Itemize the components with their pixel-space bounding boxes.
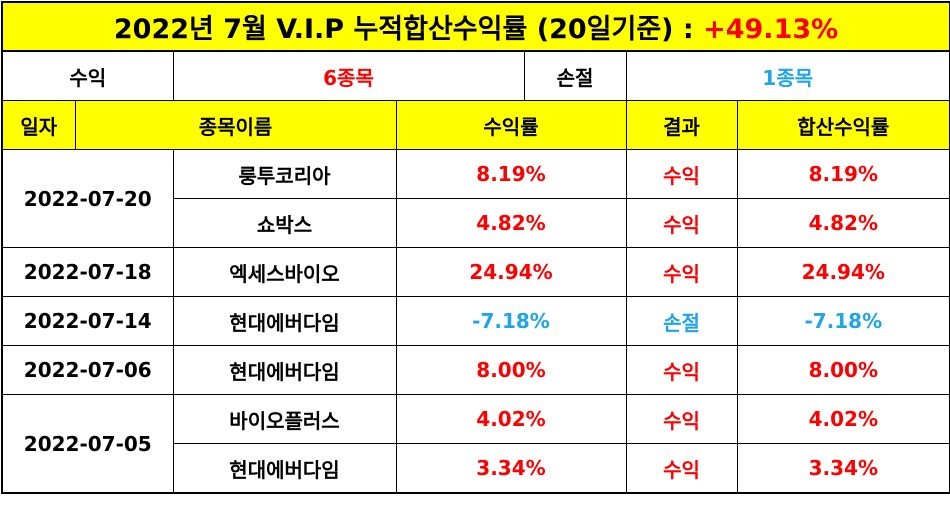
row-date: 2022-07-14	[1, 296, 174, 346]
row-return: 8.00%	[395, 345, 627, 395]
profit-label: 수익	[1, 50, 174, 101]
row-cumulative: 4.02%	[736, 394, 950, 444]
summary-row: 수익 6종목 손절 1종목	[1, 50, 950, 101]
row-stock-name: 현대에버다임	[172, 296, 397, 346]
row-date: 2022-07-05	[1, 394, 174, 494]
row-stock-name: 쇼박스	[172, 198, 397, 248]
header-date: 일자	[1, 100, 76, 150]
total-return: +49.13%	[703, 14, 839, 45]
row-return: 24.94%	[395, 247, 627, 297]
row-cumulative: 8.00%	[736, 345, 950, 395]
table-row: 2022-07-20 룽투코리아 8.19% 수익 8.19%	[1, 149, 950, 248]
row-result: 수익	[625, 247, 738, 297]
row-return: -7.18%	[395, 296, 627, 346]
row-result: 수익	[625, 345, 738, 395]
header-result: 결과	[625, 100, 738, 150]
row-result: 수익	[625, 394, 738, 444]
row-return: 3.34%	[395, 443, 627, 494]
table-row: 2022-07-05 바이오플러스 4.02% 수익 4.02%	[1, 394, 950, 494]
row-cumulative: 4.82%	[736, 198, 950, 248]
loss-label: 손절	[523, 50, 627, 101]
row-return: 4.82%	[395, 198, 627, 248]
header-row: 일자 종목이름 수익률 결과 합산수익률	[1, 100, 950, 150]
row-stock-name: 현대에버다임	[172, 443, 397, 494]
row-cumulative: 24.94%	[736, 247, 950, 297]
table-row: 2022-07-14 현대에버다임 -7.18% 손절 -7.18%	[1, 296, 950, 346]
row-result: 손절	[625, 296, 738, 346]
row-cumulative: 3.34%	[736, 443, 950, 494]
header-name: 종목이름	[74, 100, 397, 150]
row-result: 수익	[625, 198, 738, 248]
title-text: 2022년 7월 V.I.P 누적합산수익률 (20일기준) :	[113, 14, 704, 45]
title-row: 2022년 7월 V.I.P 누적합산수익률 (20일기준) : +49.13%	[0, 1, 950, 52]
row-result: 수익	[625, 149, 738, 199]
header-return: 수익률	[395, 100, 627, 150]
table-row: 현대에버다임 3.34% 수익 3.34%	[2, 443, 950, 494]
row-date: 2022-07-06	[1, 345, 174, 395]
row-return: 4.02%	[395, 394, 627, 444]
row-return: 8.19%	[395, 149, 627, 199]
table-row: 2022-07-06 현대에버다임 8.00% 수익 8.00%	[1, 345, 950, 395]
row-stock-name: 룽투코리아	[172, 149, 397, 199]
row-stock-name: 현대에버다임	[172, 345, 397, 395]
row-result: 수익	[625, 443, 738, 494]
loss-count: 1종목	[625, 50, 950, 101]
row-stock-name: 바이오플러스	[172, 394, 397, 444]
page-title: 2022년 7월 V.I.P 누적합산수익률 (20일기준) : +49.13%	[0, 1, 950, 52]
row-cumulative: 8.19%	[736, 149, 950, 199]
row-stock-name: 엑세스바이오	[172, 247, 397, 297]
table-row: 2022-07-18 엑세스바이오 24.94% 수익 24.94%	[1, 247, 950, 297]
profit-count: 6종목	[172, 50, 525, 101]
header-cumulative: 합산수익률	[736, 100, 950, 150]
row-cumulative: -7.18%	[736, 296, 950, 346]
row-date: 2022-07-20	[1, 149, 174, 248]
returns-table: 2022년 7월 V.I.P 누적합산수익률 (20일기준) : +49.13%…	[0, 1, 950, 494]
row-date: 2022-07-18	[1, 247, 174, 297]
